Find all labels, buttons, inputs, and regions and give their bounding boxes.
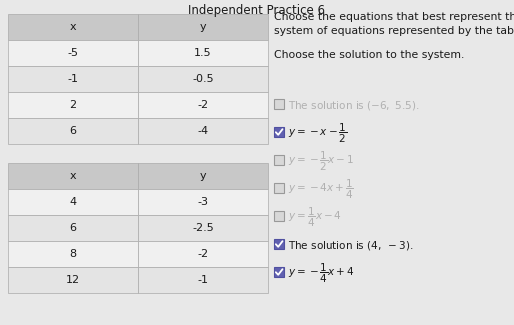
Bar bbox=[138, 215, 268, 241]
Text: -0.5: -0.5 bbox=[192, 74, 214, 84]
Text: 4: 4 bbox=[69, 197, 77, 207]
Text: Choose the equations that best represent the
system of equations represented by : Choose the equations that best represent… bbox=[274, 12, 514, 36]
Text: $y = -\dfrac{1}{4}x + 4$: $y = -\dfrac{1}{4}x + 4$ bbox=[288, 261, 355, 285]
Text: -1: -1 bbox=[67, 74, 79, 84]
Text: -1: -1 bbox=[197, 275, 209, 285]
Text: -4: -4 bbox=[197, 126, 209, 136]
Text: 2: 2 bbox=[69, 100, 77, 110]
Text: 6: 6 bbox=[69, 126, 77, 136]
Text: $y = -4x + \dfrac{1}{4}$: $y = -4x + \dfrac{1}{4}$ bbox=[288, 177, 354, 201]
Bar bbox=[138, 241, 268, 267]
Bar bbox=[8, 40, 138, 66]
Bar bbox=[8, 163, 138, 189]
Bar bbox=[274, 239, 284, 249]
Text: y: y bbox=[199, 171, 206, 181]
Bar bbox=[138, 189, 268, 215]
Bar bbox=[274, 211, 284, 221]
Bar bbox=[8, 66, 138, 92]
Text: -3: -3 bbox=[197, 197, 209, 207]
Text: $y = -x - \dfrac{1}{2}$: $y = -x - \dfrac{1}{2}$ bbox=[288, 121, 347, 145]
Text: x: x bbox=[70, 22, 76, 32]
Bar bbox=[8, 92, 138, 118]
Text: Choose the solution to the system.: Choose the solution to the system. bbox=[274, 50, 464, 60]
Bar bbox=[274, 127, 284, 137]
Bar bbox=[8, 189, 138, 215]
Bar bbox=[138, 118, 268, 144]
Text: The solution is $(-6,\ 5.5)$.: The solution is $(-6,\ 5.5)$. bbox=[288, 98, 419, 111]
Text: y: y bbox=[199, 22, 206, 32]
Text: $y = \dfrac{1}{4}x - 4$: $y = \dfrac{1}{4}x - 4$ bbox=[288, 205, 342, 228]
Text: -2.5: -2.5 bbox=[192, 223, 214, 233]
Bar bbox=[274, 183, 284, 193]
Bar bbox=[8, 14, 138, 40]
Text: -2: -2 bbox=[197, 249, 209, 259]
Text: 8: 8 bbox=[69, 249, 77, 259]
Text: -5: -5 bbox=[67, 48, 79, 58]
Bar bbox=[274, 155, 284, 165]
Bar bbox=[274, 99, 284, 109]
Bar bbox=[8, 118, 138, 144]
Text: 1.5: 1.5 bbox=[194, 48, 212, 58]
Bar bbox=[138, 267, 268, 293]
Bar bbox=[138, 66, 268, 92]
Bar bbox=[274, 267, 284, 277]
Text: 12: 12 bbox=[66, 275, 80, 285]
Bar bbox=[138, 163, 268, 189]
Bar bbox=[8, 215, 138, 241]
Text: Independent Practice 6: Independent Practice 6 bbox=[189, 4, 325, 17]
Text: 6: 6 bbox=[69, 223, 77, 233]
Text: The solution is $(4,\ -3)$.: The solution is $(4,\ -3)$. bbox=[288, 239, 414, 252]
Bar bbox=[138, 14, 268, 40]
Text: x: x bbox=[70, 171, 76, 181]
Bar bbox=[8, 241, 138, 267]
Bar bbox=[8, 267, 138, 293]
Bar bbox=[138, 92, 268, 118]
Text: $y = -\dfrac{1}{2}x - 1$: $y = -\dfrac{1}{2}x - 1$ bbox=[288, 150, 354, 173]
Text: -2: -2 bbox=[197, 100, 209, 110]
Bar bbox=[138, 40, 268, 66]
